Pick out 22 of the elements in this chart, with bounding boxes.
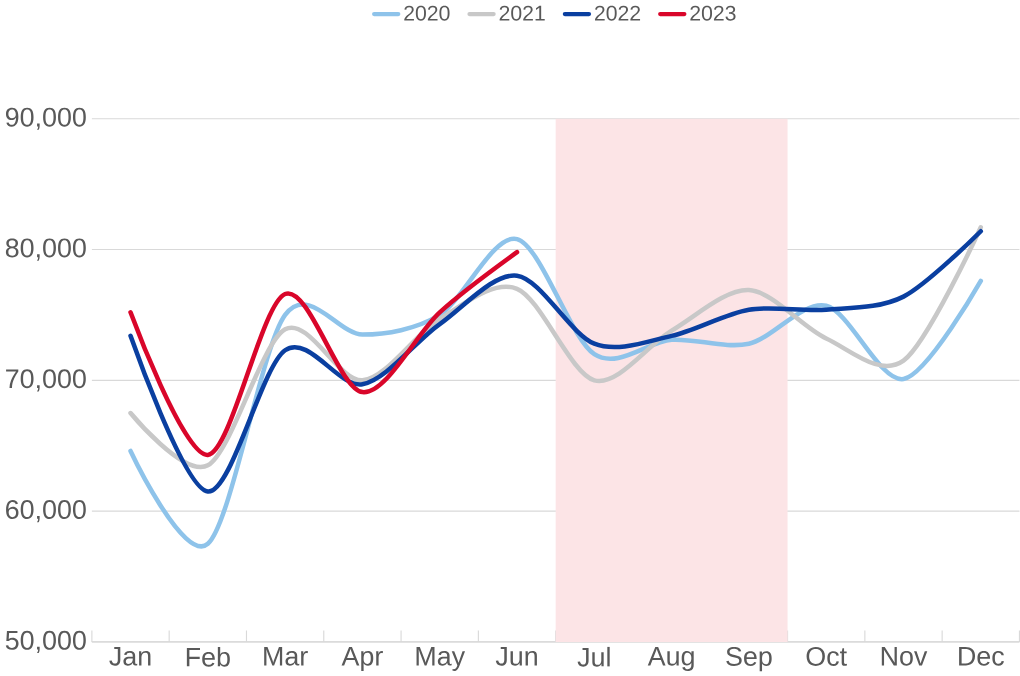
- y-tick-label: 50,000: [5, 630, 86, 654]
- x-tick-label: Oct: [806, 646, 847, 666]
- x-tick-label: Aug: [647, 646, 694, 671]
- x-tick-label: Jul: [577, 646, 610, 667]
- legend-label: 2022: [595, 5, 641, 21]
- y-tick-label: 90,000: [5, 107, 86, 130]
- x-tick-label: Jan: [109, 646, 151, 666]
- legend-label: 2021: [499, 5, 545, 21]
- legend-label: 2020: [404, 5, 450, 21]
- x-tick-label: May: [416, 646, 466, 671]
- legend-label: 2023: [690, 5, 736, 21]
- x-tick-label: Dec: [959, 646, 1004, 666]
- x-tick-label: Apr: [341, 646, 383, 671]
- x-tick-label: Jun: [495, 646, 537, 666]
- y-tick-label: 70,000: [6, 369, 86, 392]
- y-tick-label: 60,000: [6, 500, 86, 523]
- x-tick-label: Nov: [881, 646, 928, 666]
- x-tick-label: Sep: [726, 646, 772, 672]
- x-tick-label: Feb: [186, 646, 230, 667]
- line-series: [128, 249, 520, 458]
- x-tick-label: Mar: [264, 646, 308, 666]
- y-tick-label: 80,000: [5, 238, 86, 261]
